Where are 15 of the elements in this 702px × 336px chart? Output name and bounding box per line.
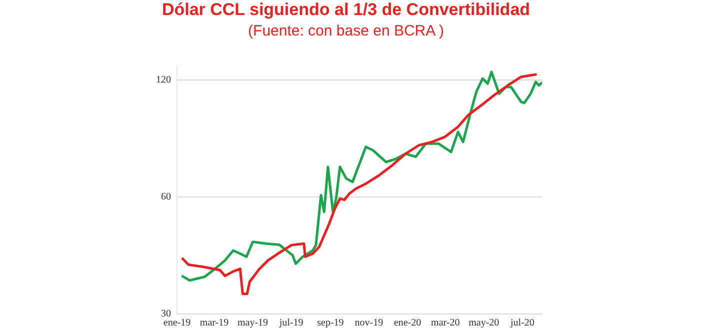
x-tick-label: may-19 [238, 318, 268, 329]
x-tick-label: may-20 [468, 318, 500, 329]
chart-subtitle: (Fuente: con base en BCRA ) [248, 22, 444, 40]
x-tick-label: nov-19 [354, 318, 384, 329]
x-tick-label: ene-20 [394, 318, 422, 329]
chart-title: Dólar CCL siguiendo al 1/3 de Convertibilidad [162, 0, 530, 19]
x-tick-label: jul-20 [509, 318, 534, 329]
y-tick-label: 120 [156, 74, 171, 86]
x-tick-label: mar-20 [431, 318, 460, 329]
y-tick-label: 60 [161, 192, 171, 203]
y-tick-label: 30 [161, 308, 171, 320]
x-tick-label: ene-19 [163, 318, 191, 329]
x-tick-label: sep-19 [317, 318, 344, 329]
x-tick-label: jul-19 [278, 318, 304, 329]
x-tick-label: mar-19 [200, 318, 229, 329]
